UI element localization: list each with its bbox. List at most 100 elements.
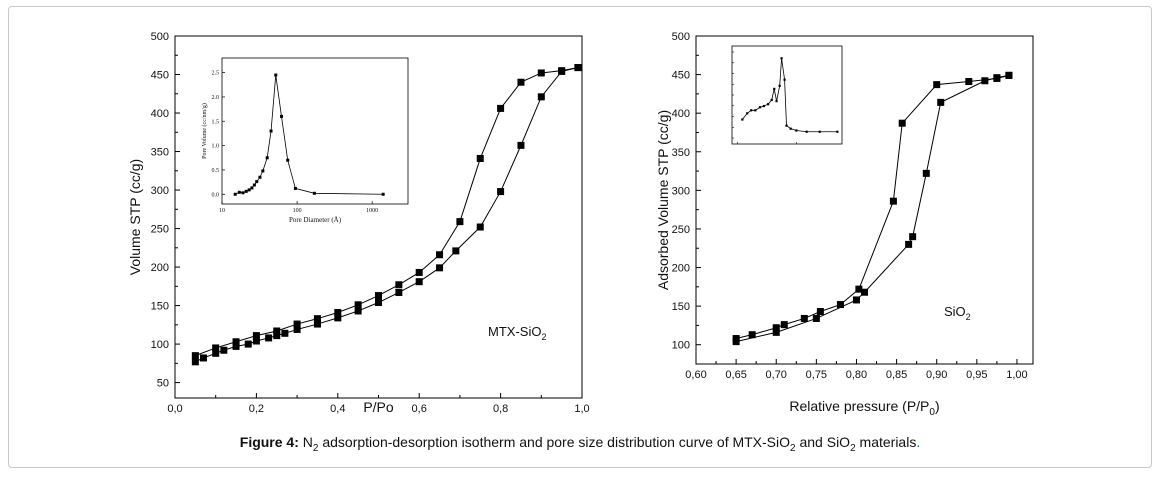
y-tick-label: 150 <box>672 301 690 313</box>
y-tick-label: 300 <box>151 185 169 197</box>
data-point <box>909 233 917 241</box>
y-tick-label: 400 <box>672 108 690 120</box>
data-point <box>244 340 252 348</box>
data-point <box>1005 71 1013 79</box>
data-point <box>836 301 844 309</box>
x-tick-label: 0,70 <box>766 369 787 381</box>
data-point <box>334 314 342 322</box>
data-point <box>852 296 860 304</box>
data-point <box>993 74 1001 82</box>
inset-data-point <box>286 158 290 162</box>
x-tick-label: 0,0 <box>167 403 182 415</box>
inset-data-point <box>778 84 781 87</box>
x-tick-label: 0,65 <box>725 369 746 381</box>
data-point <box>456 218 464 226</box>
inset-data-point <box>818 130 821 133</box>
data-point <box>293 325 301 333</box>
y-tick-label: 150 <box>151 301 169 313</box>
material-label-sub: 2 <box>966 312 971 322</box>
data-point <box>937 98 945 106</box>
data-point <box>293 320 301 328</box>
data-point <box>220 346 228 354</box>
inset-data-point <box>279 114 283 118</box>
x-tick-label: 0,75 <box>806 369 827 381</box>
series-line-2 <box>736 74 1010 340</box>
caption-text-4: materials <box>855 434 917 450</box>
inset-data-point <box>805 130 808 133</box>
x-tick-label: 0,2 <box>249 403 264 415</box>
data-point <box>772 328 780 336</box>
inset-x-tick-label: 10 <box>219 208 225 214</box>
data-point <box>354 301 362 309</box>
y-axis-label: Volume STP (cc/g) <box>127 159 143 275</box>
y-tick-label: 100 <box>672 340 690 352</box>
x-axis-label: Relative pressure (P/P0) <box>789 398 939 418</box>
inset-data-point <box>233 192 237 196</box>
y-tick-label: 450 <box>151 70 169 82</box>
data-point <box>191 352 199 360</box>
inset-data-point <box>261 169 265 173</box>
data-point <box>212 344 220 352</box>
inset-data-point <box>836 130 839 133</box>
x-tick-label: 0,85 <box>886 369 907 381</box>
x-tick-label: 0,8 <box>493 403 508 415</box>
x-axis-label-end: ) <box>935 398 940 414</box>
y-tick-label: 200 <box>672 263 690 275</box>
y-tick-label: 50 <box>157 378 169 390</box>
inset-data-point <box>775 100 778 103</box>
inset-data-point <box>785 124 788 127</box>
inset-data-point <box>312 191 316 195</box>
data-point <box>273 332 281 340</box>
data-point <box>780 321 788 329</box>
data-point <box>415 278 423 286</box>
data-point <box>812 314 820 322</box>
data-point <box>212 349 220 357</box>
x-axis-label: P/Po <box>363 399 394 415</box>
data-point <box>395 288 403 296</box>
x-tick-label: 0,80 <box>846 369 867 381</box>
data-point <box>981 77 989 85</box>
inset-data-point <box>789 127 792 130</box>
inset-x-tick-label: 1000 <box>366 208 378 214</box>
y-tick-label: 300 <box>672 185 690 197</box>
inset-data-point <box>247 188 251 192</box>
data-point <box>191 358 199 366</box>
inset-data-point <box>244 189 248 193</box>
y-tick-label: 350 <box>151 147 169 159</box>
x-tick-label: 0,95 <box>966 369 987 381</box>
inset-y-tick-label: 2.0 <box>212 95 220 101</box>
inset-data-point <box>750 109 753 112</box>
inset-data-point <box>255 180 259 184</box>
inset-series-line <box>742 58 838 133</box>
inset-series-line <box>235 74 384 195</box>
data-point <box>537 69 545 77</box>
data-point <box>252 337 260 345</box>
data-point <box>816 308 824 316</box>
inset-frame <box>731 45 843 145</box>
inset-y-tick-label: 0.0 <box>212 192 220 198</box>
data-point <box>476 154 484 162</box>
inset-data-point <box>269 129 273 133</box>
data-point <box>558 67 566 75</box>
data-point <box>905 240 913 248</box>
data-point <box>265 334 273 342</box>
chart-1: 0,0 0,2 0,4 0,6 0,8 1,0 50 100 150 200 250 300 350 40… <box>127 31 590 415</box>
material-label: MTX-SiO2 <box>488 324 546 342</box>
inset-data-point <box>265 156 269 160</box>
y-tick-label: 350 <box>672 147 690 159</box>
inset-data-point <box>758 106 762 109</box>
data-point <box>313 315 321 323</box>
y-axis-label: Adsorbed Volume STP (cc/g) <box>655 110 671 290</box>
data-point <box>861 288 868 296</box>
inset-data-point <box>773 87 776 90</box>
inset-data-point <box>293 186 297 190</box>
inset-y-tick-label: 2.5 <box>212 71 220 77</box>
inset-data-point <box>770 98 773 101</box>
data-point <box>436 251 444 259</box>
inset-x-axis-label: Pore Diameter (Å) <box>289 216 342 224</box>
y-tick-label: 100 <box>151 339 169 351</box>
data-point <box>476 223 484 231</box>
data-point <box>436 264 444 272</box>
data-point <box>452 247 460 255</box>
